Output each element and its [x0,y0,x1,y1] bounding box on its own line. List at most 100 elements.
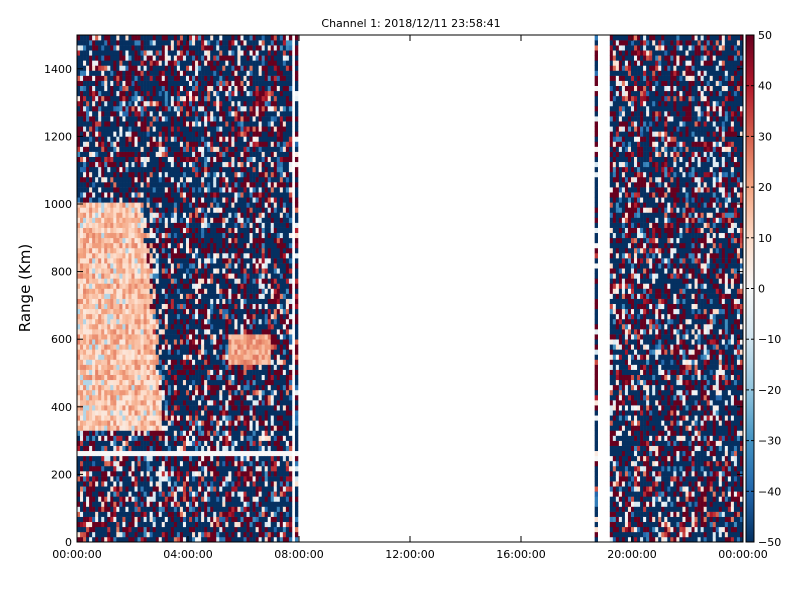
heatmap-cell [167,217,172,223]
heatmap-cell [89,501,93,507]
heatmap-cell [198,273,202,279]
heatmap-cell [170,100,175,107]
heatmap-cell [164,455,169,462]
heatmap-cell [143,496,147,502]
heatmap-cell [86,121,90,127]
heatmap-cell [113,440,117,446]
heatmap-cell [131,374,135,381]
heatmap-cell [182,212,187,218]
heatmap-cell [152,35,157,41]
heatmap-cell [146,531,150,538]
heatmap-cell [219,258,223,264]
heatmap-cell [170,121,175,127]
heatmap-cell [179,318,184,325]
heatmap-cell [225,410,229,416]
heatmap-cell [198,410,202,416]
heatmap-cell [179,258,184,264]
heatmap-cell [225,227,229,234]
heatmap-cell [167,207,172,213]
heatmap-cell [107,131,111,137]
heatmap-cell [185,105,190,112]
heatmap-cell [125,369,129,375]
heatmap-cell [189,50,193,56]
heatmap-cell [107,278,111,284]
heatmap-cell [128,339,132,345]
heatmap-cell [107,531,111,538]
heatmap-cell [149,126,153,132]
heatmap-cell [137,420,141,426]
heatmap-cell [189,369,193,375]
heatmap-cell [189,283,193,289]
heatmap-cell [210,455,214,462]
heatmap-cell [167,440,172,446]
heatmap-cell [185,435,190,441]
heatmap-cell [161,379,166,386]
heatmap-cell [158,176,163,183]
heatmap-cell [83,374,87,381]
heatmap-cell [77,151,81,157]
heatmap-cell [92,486,96,492]
heatmap-cell [201,445,205,452]
heatmap-cell [195,486,199,492]
heatmap-cell [225,344,229,350]
heatmap-cell [210,359,214,365]
heatmap-cell [204,212,208,218]
heatmap-cell [104,95,108,102]
heatmap-cell [137,111,141,117]
heatmap-cell [143,329,147,335]
heatmap-cell [95,481,99,487]
heatmap-cell [143,455,147,462]
heatmap-cell [116,536,120,543]
heatmap-cell [92,450,96,457]
heatmap-cell [140,379,144,386]
heatmap-cell [189,308,193,315]
heatmap-cell [146,90,150,97]
heatmap-cell [86,222,90,228]
heatmap-cell [210,410,214,416]
heatmap-cell [98,303,102,310]
heatmap-cell [143,156,147,163]
heatmap-cell [161,323,166,330]
heatmap-cell [173,90,178,97]
heatmap-cell [155,298,160,305]
heatmap-cell [182,80,187,86]
heatmap-cell [189,192,193,198]
heatmap-cell [107,349,111,355]
heatmap-cell [83,237,87,244]
heatmap-cell [222,349,226,355]
heatmap-cell [92,435,96,441]
heatmap-cell [201,187,205,193]
heatmap-cell [116,207,120,213]
heatmap-cell [173,501,178,507]
heatmap-cell [134,156,138,163]
heatmap-cell [185,182,190,188]
heatmap-cell [207,354,211,360]
heatmap-cell [116,379,120,386]
heatmap-cell [80,506,84,512]
heatmap-cell [119,187,123,193]
heatmap-cell [77,105,81,112]
heatmap-cell [134,430,138,436]
heatmap-cell [152,410,157,416]
heatmap-cell [113,516,117,523]
heatmap-cell [125,237,129,244]
heatmap-cell [219,111,223,117]
heatmap-cell [152,354,157,360]
heatmap-cell [116,486,120,492]
heatmap-cell [86,425,90,431]
heatmap-cell [131,55,135,61]
heatmap-cell [167,45,172,51]
heatmap-cell [128,369,132,375]
heatmap-cell [195,197,199,203]
heatmap-cell [204,379,208,386]
heatmap-cell [192,491,196,497]
heatmap-cell [173,476,178,482]
heatmap-cell [128,247,132,254]
heatmap-cell [116,268,120,274]
heatmap-cell [201,131,205,137]
heatmap-cell [104,105,108,112]
heatmap-cell [179,278,184,284]
heatmap-cell [158,121,163,127]
heatmap-cell [179,232,184,239]
heatmap-cell [192,308,196,315]
